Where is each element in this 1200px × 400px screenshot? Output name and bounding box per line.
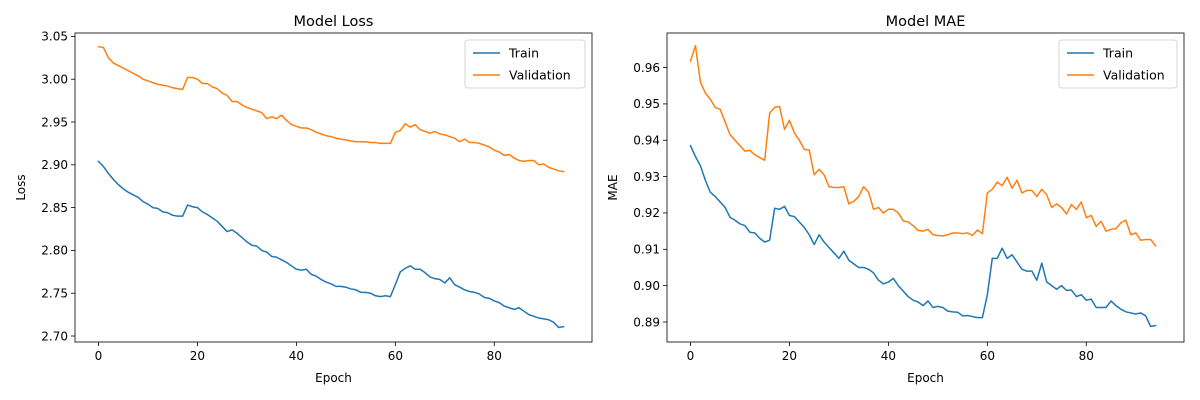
series-line-validation bbox=[689, 44, 1157, 247]
y-tick-label: 0.96 bbox=[633, 61, 660, 75]
x-axis-label: Epoch bbox=[907, 371, 944, 385]
series-line-train bbox=[689, 144, 1157, 328]
x-tick-label: 60 bbox=[388, 349, 403, 363]
x-axis-label: Epoch bbox=[315, 371, 352, 385]
chart-title: Model MAE bbox=[886, 14, 966, 30]
series-line-validation bbox=[97, 45, 565, 173]
x-tick-label: 0 bbox=[687, 349, 695, 363]
legend-box bbox=[464, 39, 586, 89]
x-tick-label: 80 bbox=[1079, 349, 1094, 363]
x-tick-label: 20 bbox=[190, 349, 205, 363]
chart-panel-1: 0 20 40 60 80 2.70 2.75 2.80 2.85 2.90 2.95 3.00 3.0… bbox=[14, 14, 593, 385]
y-tick-label: 0.94 bbox=[633, 134, 660, 148]
legend-label-validation: Validation bbox=[1103, 68, 1165, 83]
y-tick-label: 2.95 bbox=[41, 115, 68, 129]
y-tick-label: 0.92 bbox=[633, 206, 660, 220]
plot-frame bbox=[666, 32, 1185, 343]
y-tick-label: 0.89 bbox=[633, 315, 660, 329]
y-tick-label: 0.93 bbox=[633, 170, 660, 184]
y-axis-label: MAE bbox=[606, 174, 620, 200]
y-tick-label: 0.90 bbox=[633, 279, 660, 293]
y-tick-label: 2.70 bbox=[41, 329, 68, 343]
x-tick-label: 0 bbox=[95, 349, 103, 363]
y-axis-label: Loss bbox=[14, 174, 28, 200]
y-tick-label: 2.90 bbox=[41, 158, 68, 172]
x-tick-label: 40 bbox=[289, 349, 304, 363]
legend-box bbox=[1058, 39, 1178, 89]
legend: Train Validation bbox=[464, 39, 586, 89]
chart-title: Model Loss bbox=[294, 14, 374, 30]
legend: Train Validation bbox=[1058, 39, 1178, 89]
y-tick-label: 3.05 bbox=[41, 30, 68, 44]
y-tick-label: 2.75 bbox=[41, 287, 68, 301]
legend-label-train: Train bbox=[1102, 46, 1133, 61]
x-tick-label: 60 bbox=[980, 349, 995, 363]
legend-label-train: Train bbox=[508, 46, 539, 61]
y-tick-label: 0.91 bbox=[633, 243, 660, 257]
chart-panel-2: 0 20 40 60 80 0.89 0.90 0.91 0.92 0.93 0.94 0.95 0.9… bbox=[606, 14, 1185, 385]
y-tick-label: 3.00 bbox=[41, 73, 68, 87]
legend-label-validation: Validation bbox=[509, 68, 571, 83]
x-tick-label: 80 bbox=[487, 349, 502, 363]
x-tick-label: 20 bbox=[782, 349, 797, 363]
series-line-train bbox=[97, 160, 565, 329]
x-tick-label: 40 bbox=[881, 349, 896, 363]
y-tick-label: 0.95 bbox=[633, 97, 660, 111]
y-tick-label: 2.85 bbox=[41, 201, 68, 215]
y-tick-label: 2.80 bbox=[41, 244, 68, 258]
plot-frame bbox=[74, 32, 593, 343]
